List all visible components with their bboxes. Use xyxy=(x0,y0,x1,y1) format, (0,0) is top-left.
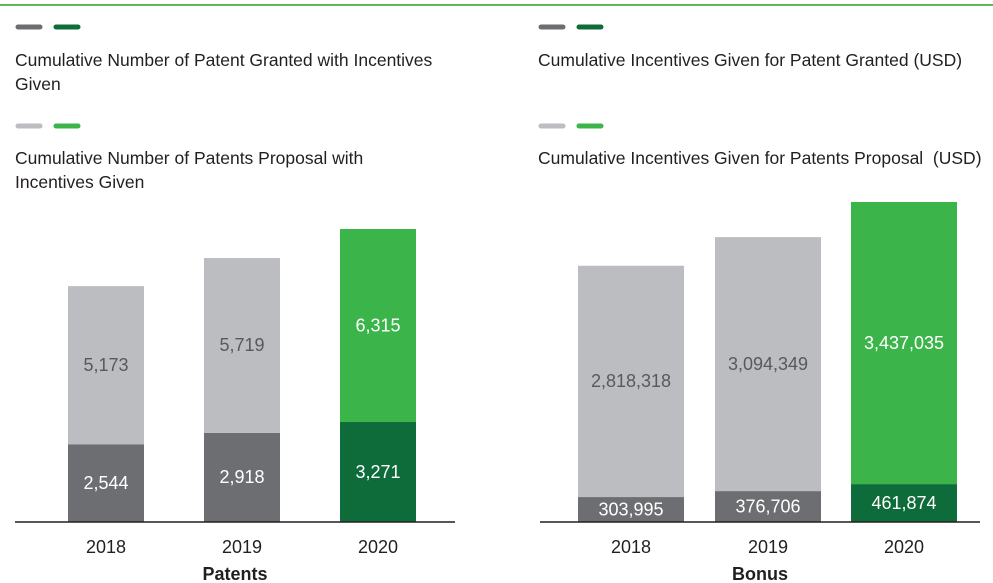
x-tick-label: 2018 xyxy=(86,537,126,557)
bar-segment xyxy=(578,265,684,498)
data-label: 5,173 xyxy=(83,355,128,375)
data-label: 303,995 xyxy=(598,499,663,519)
legend-label: Cumulative Incentives Given for Patent G… xyxy=(538,50,963,70)
x-tick-label: 2020 xyxy=(358,537,398,557)
data-label: 3,437,035 xyxy=(864,333,944,353)
bar-segment xyxy=(851,484,957,522)
bar-segment xyxy=(851,202,957,485)
x-axis-label: Patents xyxy=(202,564,267,583)
bar-segment xyxy=(715,237,821,492)
data-label: 461,874 xyxy=(871,493,936,513)
bar-segment xyxy=(68,444,144,522)
data-label: 3,271 xyxy=(355,462,400,482)
bar-segment xyxy=(204,258,280,433)
data-label: 6,315 xyxy=(355,315,400,335)
data-label: 376,706 xyxy=(735,496,800,516)
data-label: 2,818,318 xyxy=(591,371,671,391)
bar-segment xyxy=(204,432,280,522)
data-label: 3,094,349 xyxy=(728,354,808,374)
x-tick-label: 2020 xyxy=(884,537,924,557)
x-tick-label: 2018 xyxy=(611,537,651,557)
x-tick-label: 2019 xyxy=(222,537,262,557)
bar-segment xyxy=(340,422,416,522)
bar-segment xyxy=(68,286,144,445)
data-label: 5,719 xyxy=(219,335,264,355)
data-label: 2,918 xyxy=(219,467,264,487)
data-label: 2,544 xyxy=(83,473,128,493)
x-tick-label: 2019 xyxy=(748,537,788,557)
legend-label: Cumulative Number of Patents Proposal wi… xyxy=(15,148,369,192)
bar-segment xyxy=(578,497,684,522)
bar-segment xyxy=(715,491,821,522)
legend-label: Cumulative Number of Patent Granted with… xyxy=(15,50,438,94)
bar-segment xyxy=(340,229,416,423)
x-axis-label: Bonus xyxy=(732,564,788,583)
legend-label: Cumulative Incentives Given for Patents … xyxy=(538,148,982,168)
